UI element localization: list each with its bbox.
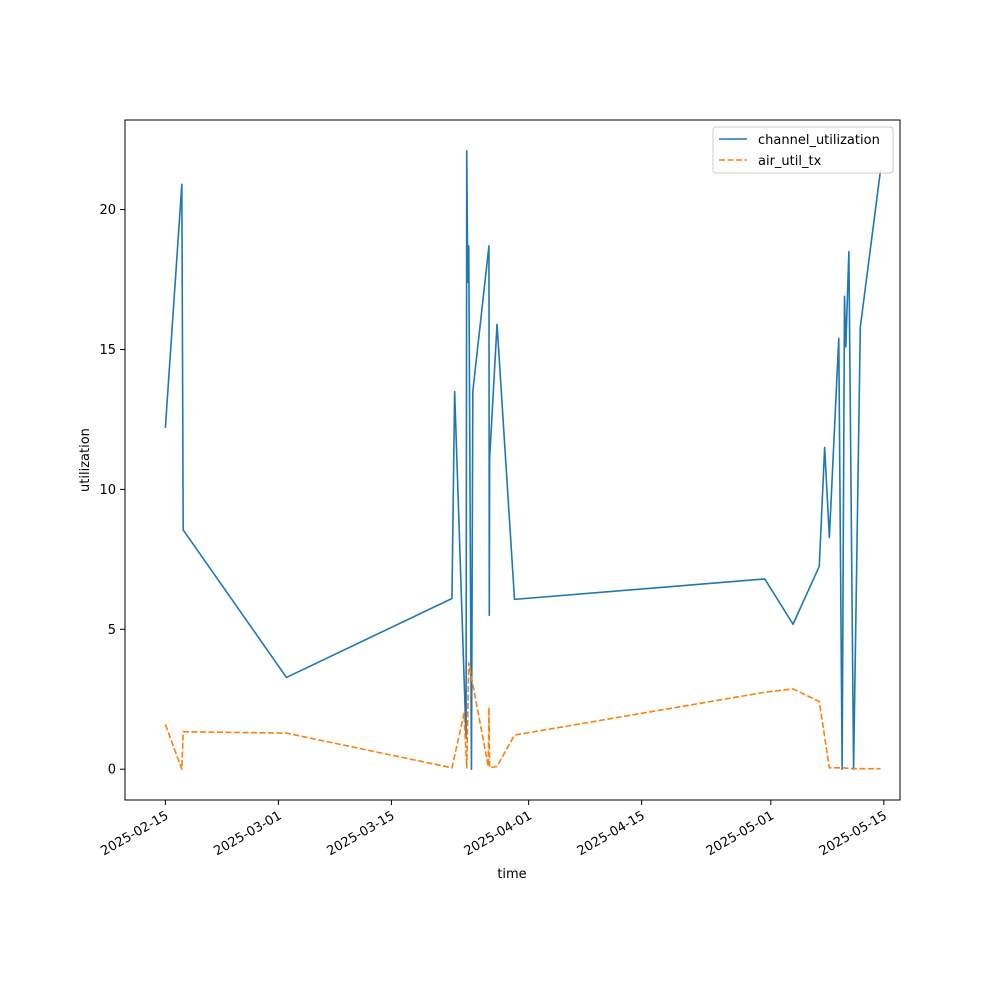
y-tick-label: 20 [99, 203, 116, 218]
series-line-channel-utilization [164, 149, 882, 771]
series-line-air-util-tx [164, 662, 881, 771]
y-tick-label: 10 [99, 483, 116, 498]
y-tick-label: 0 [108, 763, 116, 778]
legend: channel_utilization air_util_tx [712, 126, 894, 174]
legend-label-air-util-tx: air_util_tx [758, 154, 822, 169]
y-tick-label: 15 [99, 343, 116, 358]
y-axis-label: utilization [78, 428, 93, 492]
y-tick-label: 5 [108, 623, 116, 638]
plot-frame [124, 119, 901, 801]
series-layer [164, 149, 882, 771]
legend-box [712, 126, 894, 174]
y-axis: 0 5 10 15 20 [99, 203, 125, 778]
legend-label-channel-utilization: channel_utilization [758, 133, 880, 148]
x-axis-label: time [497, 867, 526, 882]
